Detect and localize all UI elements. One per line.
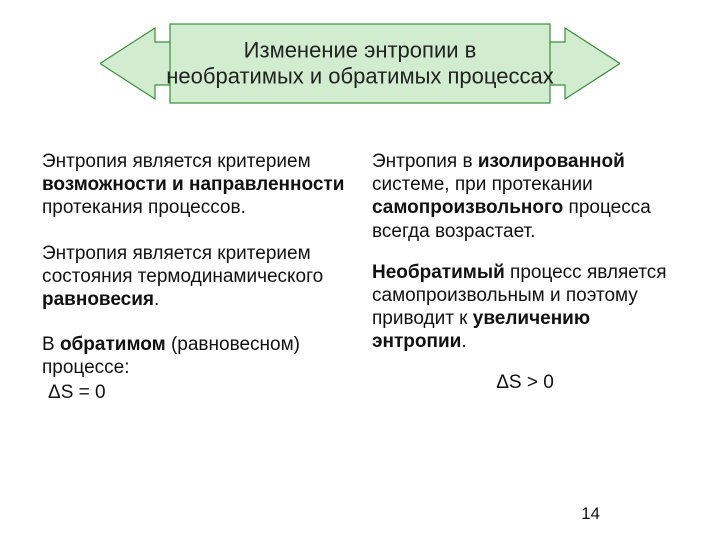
left-formula: ΔS = 0 bbox=[42, 381, 348, 404]
right-column: Энтропия в изолированной системе, при пр… bbox=[372, 150, 678, 427]
left-p2: Энтропия является критерием состояния те… bbox=[42, 242, 348, 312]
content-columns: Энтропия является критерием возможности … bbox=[42, 150, 678, 427]
right-p1: Энтропия в изолированной системе, при пр… bbox=[372, 150, 678, 243]
left-column: Энтропия является критерием возможности … bbox=[42, 150, 348, 427]
title-line-1: Изменение энтропии в bbox=[244, 37, 477, 62]
title-line-2: необратимых и обратимых процессах bbox=[166, 64, 553, 89]
left-p3: В обратимом (равновесном) процессе: bbox=[42, 333, 348, 379]
left-p1: Энтропия является критерием возможности … bbox=[42, 150, 348, 220]
right-p2: Необратимый процесс является самопроизво… bbox=[372, 261, 678, 354]
right-formula: ΔS > 0 bbox=[372, 371, 678, 394]
title-text: Изменение энтропии в необратимых и обрат… bbox=[130, 37, 590, 90]
page-number: 14 bbox=[581, 504, 600, 524]
title-banner: Изменение энтропии в необратимых и обрат… bbox=[100, 16, 620, 111]
